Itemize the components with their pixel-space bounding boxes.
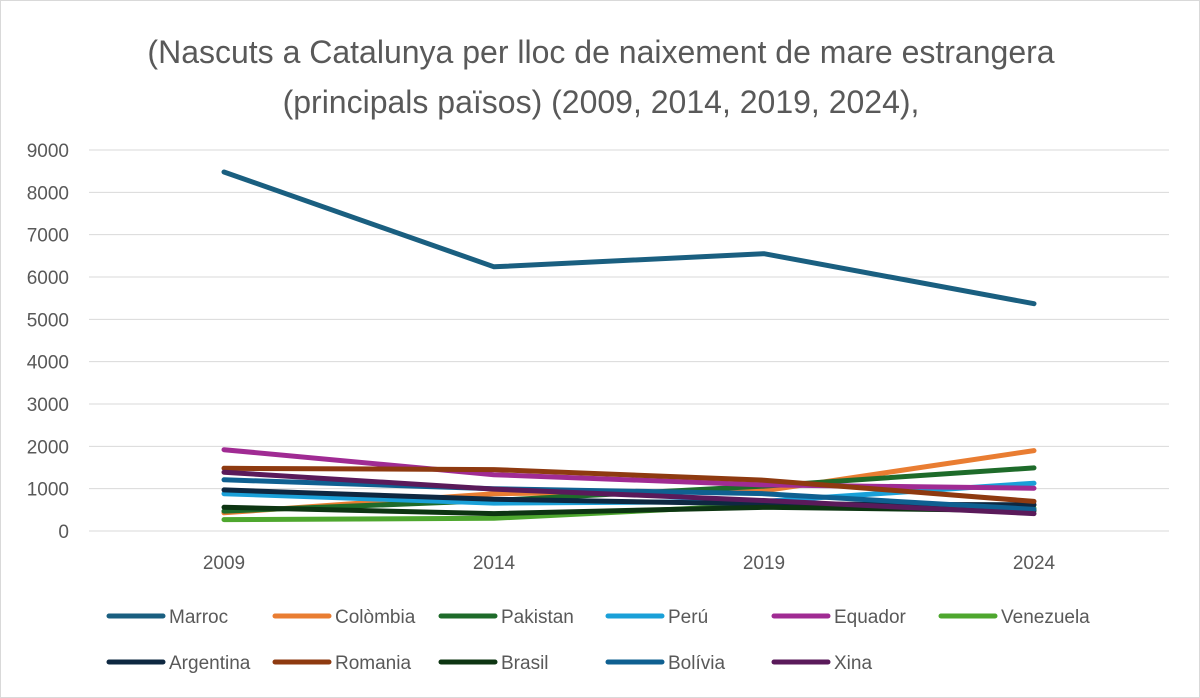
- y-tick-label: 9000: [27, 141, 69, 162]
- y-tick-label: 5000: [27, 310, 69, 331]
- legend-label: Colòmbia: [335, 607, 416, 628]
- y-tick-label: 1000: [27, 480, 69, 501]
- legend-label: Xina: [834, 653, 872, 674]
- legend-label: Romania: [335, 653, 411, 674]
- series-line-equador: [221, 447, 1037, 491]
- y-tick-label: 7000: [27, 226, 69, 247]
- x-tick-label: 2014: [473, 553, 516, 574]
- y-tick-label: 2000: [27, 437, 69, 458]
- legend-label: Argentina: [169, 653, 251, 674]
- x-tick-label: 2009: [203, 553, 245, 574]
- chart-title: (Nascuts a Catalunya per lloc de naixeme…: [147, 34, 1055, 120]
- legend-label: Bolívia: [668, 653, 725, 674]
- y-tick-label: 8000: [27, 183, 69, 204]
- y-tick-label: 3000: [27, 395, 69, 416]
- legend-label: Perú: [668, 607, 708, 628]
- y-tick-label: 4000: [27, 353, 69, 374]
- x-tick-label: 2019: [743, 553, 785, 574]
- legend-label: Brasil: [501, 653, 549, 674]
- series-line-xina: [221, 469, 1037, 517]
- series-line-marroc: [221, 169, 1037, 307]
- legend-label: Marroc: [169, 607, 228, 628]
- y-tick-label: 6000: [27, 268, 69, 289]
- legend-label: Pakistan: [501, 607, 574, 628]
- series-line-romania: [221, 465, 1037, 504]
- legend-label: Venezuela: [1001, 607, 1090, 628]
- series-line-bolívia: [221, 477, 1037, 512]
- legend-label: Equador: [834, 607, 907, 628]
- y-tick-label: 0: [58, 522, 69, 543]
- series-line-argentina: [221, 487, 1037, 508]
- x-tick-label: 2024: [1013, 553, 1056, 574]
